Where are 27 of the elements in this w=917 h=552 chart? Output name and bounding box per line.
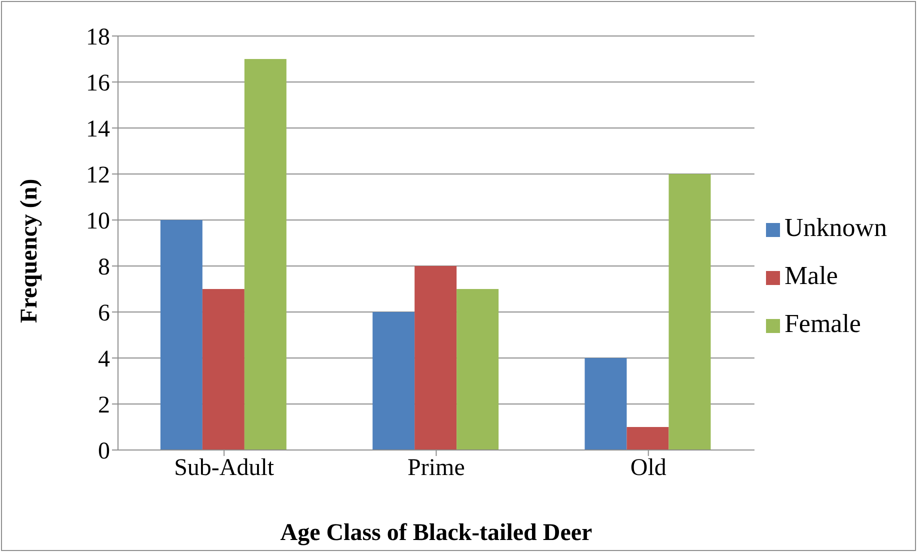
y-tick-label: 0 [98,438,110,465]
y-tick-label: 14 [86,116,110,143]
bar [626,427,669,450]
bar [202,289,244,450]
y-tick-label: 18 [86,24,110,51]
y-tick-label: 2 [98,392,110,419]
bar [456,289,499,450]
x-tick-label: Old [630,455,666,482]
legend-label: Male [784,261,838,290]
legend-label: Female [784,309,861,338]
y-tick-label: 12 [86,162,110,189]
x-tick-label: Prime [408,455,465,482]
bar [160,220,202,450]
bar [584,358,627,450]
y-axis-title: Frequency (n) [16,178,43,323]
bar [372,312,415,450]
bar [414,266,457,450]
y-tick-label: 8 [98,254,110,281]
x-tick-label: Sub-Adult [174,455,274,482]
y-tick-label: 16 [86,70,110,97]
bar [668,174,711,450]
x-axis-title: Age Class of Black-tailed Deer [280,520,593,546]
y-tick-label: 6 [98,300,110,327]
bar [244,59,286,450]
y-tick-label: 4 [98,346,110,373]
y-tick-label: 10 [86,208,110,235]
legend-label: Unknown [784,213,887,242]
